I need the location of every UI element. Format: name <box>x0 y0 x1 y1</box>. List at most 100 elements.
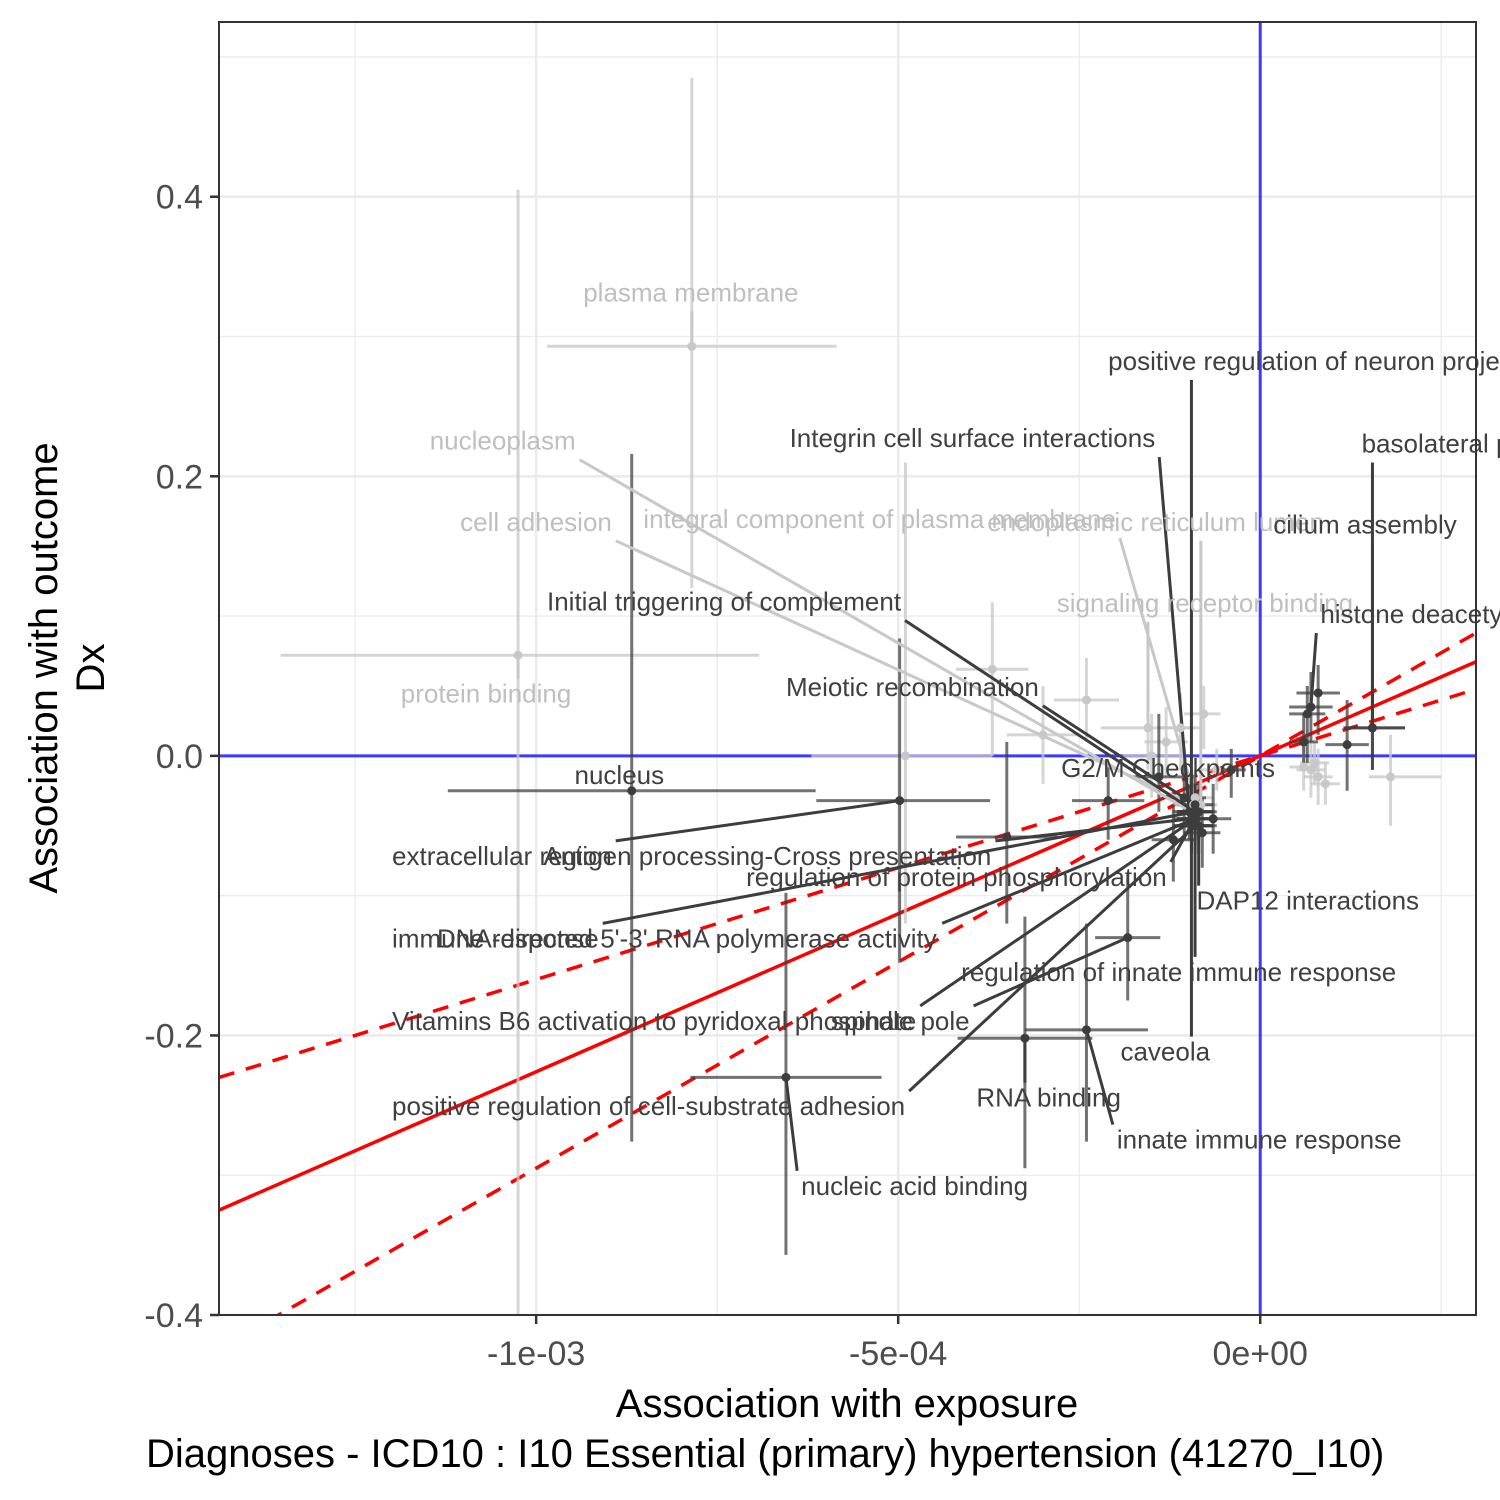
data-point <box>1313 688 1323 698</box>
y-tick-label: -0.4 <box>144 1297 203 1335</box>
label-leader-line <box>602 810 1196 925</box>
data-point <box>1190 814 1200 824</box>
label-leader-line <box>615 799 900 843</box>
point-label: RNA binding <box>976 1083 1121 1113</box>
data-point <box>627 786 637 796</box>
data-point <box>1154 772 1164 782</box>
y-axis-title: Association with outcome <box>22 442 66 893</box>
data-point <box>1038 730 1048 740</box>
label-leader-lines <box>516 311 1374 1171</box>
data-point <box>1081 695 1091 705</box>
label-leader-line <box>1085 1029 1115 1126</box>
point-label: Meiotic recombination <box>786 672 1039 702</box>
data-point <box>1168 835 1178 845</box>
label-leader-line <box>1118 537 1197 799</box>
point-label: integral component of plasma membrane <box>643 504 1116 534</box>
data-point <box>1197 828 1207 838</box>
point-label: Integrin cell surface interactions <box>790 423 1156 453</box>
label-leader-line <box>908 824 1197 1093</box>
data-point <box>1190 793 1200 803</box>
data-point <box>1161 737 1171 747</box>
data-point <box>1320 779 1330 789</box>
data-point <box>1306 702 1316 712</box>
point-label: basolateral plasma membrane <box>1362 429 1500 459</box>
data-point <box>781 1072 791 1082</box>
plot-background <box>219 22 1476 1315</box>
label-leader-line <box>904 619 1196 814</box>
point-label: nucleic acid binding <box>801 1171 1028 1201</box>
fit-lines <box>219 631 1476 1315</box>
point-label: histone deacetylase binding <box>1320 599 1500 629</box>
data-point <box>1226 765 1236 775</box>
data-point <box>1002 832 1012 842</box>
data-point <box>1103 796 1113 806</box>
x-tick-label: -1e-03 <box>487 1335 585 1373</box>
point-label: endoplasmic reticulum lumen <box>987 507 1324 537</box>
point-label: spindle pole <box>831 1006 970 1036</box>
point-label: regulation of protein phosphorylation <box>746 862 1167 892</box>
x-tick-label: -5e-04 <box>849 1335 947 1373</box>
x-axis-subtitle: Diagnoses - ICD10 : I10 Essential (prima… <box>146 1432 1384 1476</box>
data-point <box>1212 765 1222 775</box>
data-point <box>1143 723 1153 733</box>
point-label: nucleoplasm <box>430 426 576 456</box>
data-point <box>1190 800 1200 810</box>
point-label: DAP12 interactions <box>1197 886 1420 916</box>
data-point <box>1299 762 1309 772</box>
x-axis-title: Association with exposure <box>616 1382 1078 1426</box>
point-label: G2/M Checkpoints <box>1061 753 1275 783</box>
data-point <box>1302 709 1312 719</box>
data-point <box>1306 765 1316 775</box>
data-point <box>1299 737 1309 747</box>
point-label: innate immune response <box>1117 1125 1402 1155</box>
data-point <box>1190 807 1200 817</box>
y-tick-label: 0.4 <box>156 179 203 217</box>
point-label: signaling receptor binding <box>1057 588 1353 618</box>
y-tick-label: 0.2 <box>156 458 203 496</box>
point-label: regulation of innate immune response <box>961 957 1396 987</box>
data-point <box>687 341 697 351</box>
label-leader-line <box>784 1077 799 1171</box>
label-leader-line <box>578 458 1193 814</box>
y-tick-label: -0.2 <box>144 1017 203 1055</box>
data-points <box>513 341 1396 1082</box>
point-label: plasma membrane <box>583 278 798 308</box>
point-label: positive regulation of cell-substrate ad… <box>392 1091 905 1121</box>
data-point <box>900 751 910 761</box>
plot-border <box>218 21 1477 1316</box>
label-leader-line <box>973 936 1129 1008</box>
data-point <box>1176 723 1186 733</box>
y-axis-subtitle: Dx <box>69 644 113 693</box>
label-leader-line <box>919 817 1196 1008</box>
label-leader-line <box>1042 704 1196 807</box>
data-point <box>1179 793 1189 803</box>
point-label: cell adhesion <box>460 507 612 537</box>
x-tick-label: 0e+00 <box>1212 1335 1308 1373</box>
data-point <box>987 664 997 674</box>
data-point <box>895 796 905 806</box>
point-label: immune response <box>392 923 599 953</box>
data-point <box>1310 758 1320 768</box>
data-point <box>1147 751 1157 761</box>
data-point <box>1020 1033 1030 1043</box>
data-point <box>1199 709 1209 719</box>
data-point <box>1123 933 1133 943</box>
y-tick-label: 0.0 <box>156 738 203 776</box>
confidence-band-line <box>219 687 1476 1080</box>
point-label: positive regulation of neuron projection… <box>1108 346 1500 376</box>
point-label: cilium assembly <box>1273 510 1457 540</box>
point-label: nucleus <box>575 760 665 790</box>
point-label: Antigen processing-Cross presentation <box>543 841 991 871</box>
data-point <box>1190 821 1200 831</box>
data-point <box>513 650 523 660</box>
data-point <box>1367 723 1377 733</box>
point-label: extracellular region <box>392 841 612 871</box>
point-label: Initial triggering of complement <box>547 586 902 616</box>
label-leader-line <box>1309 632 1318 708</box>
data-point <box>1208 814 1218 824</box>
data-point <box>1386 772 1396 782</box>
point-label: Vitamins B6 activation to pyridoxal phos… <box>392 1006 916 1036</box>
label-leader-line <box>1157 456 1191 812</box>
